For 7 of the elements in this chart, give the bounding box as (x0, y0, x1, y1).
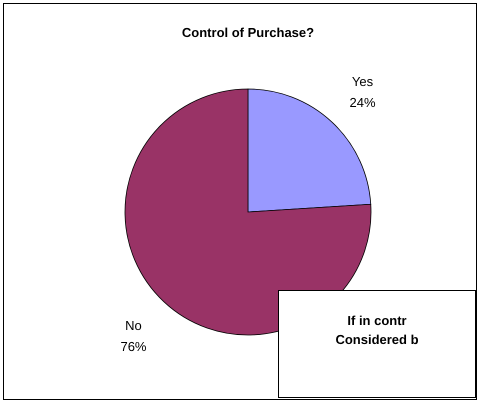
slice-label: No (125, 318, 142, 333)
chart-title: Control of Purchase? (182, 25, 314, 40)
data-label: 24% (349, 95, 376, 110)
slice-label: Yes (352, 74, 374, 90)
text: If in contr (347, 313, 407, 328)
text: Considered b (335, 332, 419, 347)
data-label: 76% (120, 338, 147, 354)
